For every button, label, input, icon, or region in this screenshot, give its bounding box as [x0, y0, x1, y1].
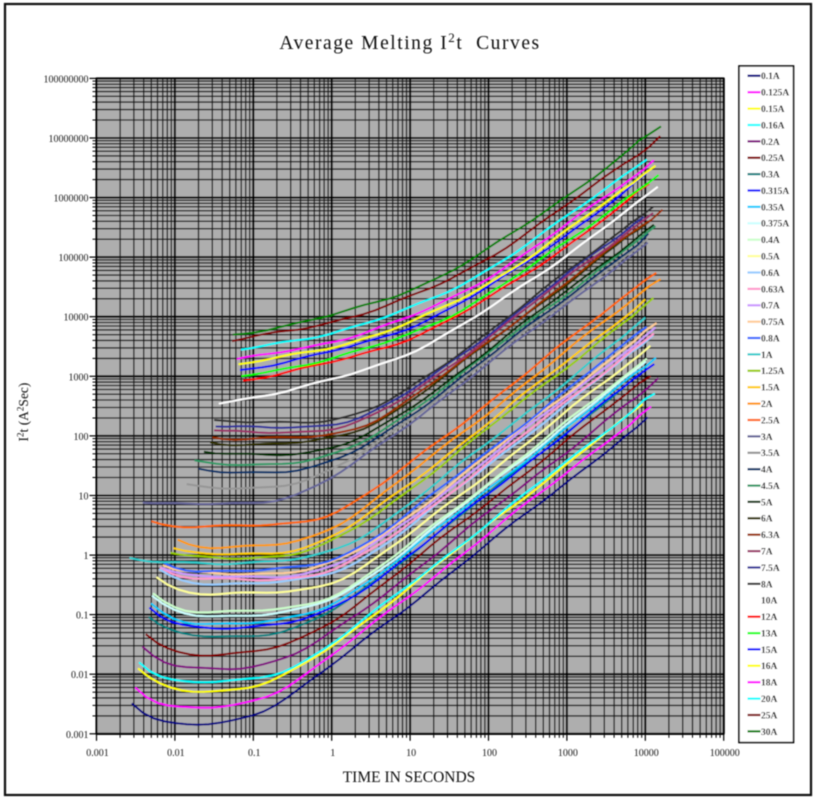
svg-text:1.5A: 1.5A: [761, 384, 780, 394]
svg-text:0.001: 0.001: [66, 730, 89, 741]
svg-text:0.1: 0.1: [76, 611, 89, 622]
svg-text:0.75A: 0.75A: [761, 318, 785, 328]
svg-text:10A: 10A: [761, 597, 778, 607]
svg-text:0.16A: 0.16A: [761, 121, 785, 131]
svg-text:10000: 10000: [64, 313, 89, 324]
svg-text:7.5A: 7.5A: [761, 564, 780, 574]
svg-text:0.01: 0.01: [71, 670, 89, 681]
svg-text:30A: 30A: [761, 728, 778, 738]
svg-text:15A: 15A: [761, 646, 778, 656]
svg-text:0.125A: 0.125A: [761, 89, 789, 99]
svg-text:100000: 100000: [59, 253, 89, 264]
svg-text:0.315A: 0.315A: [761, 187, 789, 197]
svg-text:0.6A: 0.6A: [761, 269, 780, 279]
svg-text:10000: 10000: [634, 748, 659, 759]
svg-text:1000: 1000: [69, 372, 89, 383]
svg-text:100: 100: [482, 748, 497, 759]
svg-text:0.1A: 0.1A: [761, 72, 780, 82]
svg-text:TIME IN SECONDS: TIME IN SECONDS: [343, 769, 476, 786]
svg-text:0.15A: 0.15A: [761, 105, 785, 115]
svg-text:100000000: 100000000: [44, 74, 89, 85]
svg-text:5A: 5A: [761, 498, 773, 508]
svg-text:6A: 6A: [761, 515, 773, 525]
svg-text:1.25A: 1.25A: [761, 367, 785, 377]
svg-text:100: 100: [74, 432, 89, 443]
svg-text:100000: 100000: [710, 748, 740, 759]
svg-text:16A: 16A: [761, 662, 778, 672]
svg-text:0.5A: 0.5A: [761, 253, 780, 263]
svg-text:1000000: 1000000: [54, 194, 89, 205]
svg-text:20A: 20A: [761, 695, 778, 705]
svg-text:1: 1: [330, 748, 335, 759]
svg-text:0.01: 0.01: [167, 748, 185, 759]
svg-text:25A: 25A: [761, 711, 778, 721]
svg-text:3A: 3A: [761, 433, 773, 443]
svg-text:0.8A: 0.8A: [761, 334, 780, 344]
svg-text:6.3A: 6.3A: [761, 531, 780, 541]
svg-text:0.63A: 0.63A: [761, 285, 785, 295]
svg-text:2.5A: 2.5A: [761, 416, 780, 426]
svg-text:0.1: 0.1: [248, 748, 261, 759]
svg-text:3.5A: 3.5A: [761, 449, 780, 459]
svg-text:10000000: 10000000: [49, 134, 89, 145]
svg-text:1: 1: [84, 551, 89, 562]
svg-text:0.2A: 0.2A: [761, 138, 780, 148]
svg-text:4A: 4A: [761, 466, 773, 476]
svg-text:7A: 7A: [761, 548, 773, 558]
svg-text:18A: 18A: [761, 679, 778, 689]
svg-text:8A: 8A: [761, 580, 773, 590]
svg-text:12A: 12A: [761, 613, 778, 623]
svg-text:0.25A: 0.25A: [761, 154, 785, 164]
svg-text:0.7A: 0.7A: [761, 302, 780, 312]
svg-text:10: 10: [406, 748, 416, 759]
svg-text:0.001: 0.001: [86, 748, 109, 759]
svg-text:0.3A: 0.3A: [761, 171, 780, 181]
svg-text:0.4A: 0.4A: [761, 236, 780, 246]
svg-text:4.5A: 4.5A: [761, 482, 780, 492]
svg-text:1000: 1000: [558, 748, 578, 759]
svg-text:10: 10: [79, 492, 89, 503]
svg-text:0.35A: 0.35A: [761, 203, 785, 213]
svg-text:2A: 2A: [761, 400, 773, 410]
svg-text:Average Melting I2t Curves: Average Melting I2t Curves: [279, 30, 540, 54]
svg-text:I2t (A2Sec): I2t (A2Sec): [16, 383, 32, 442]
svg-text:1A: 1A: [761, 351, 773, 361]
svg-text:0.375A: 0.375A: [761, 220, 789, 230]
svg-text:13A: 13A: [761, 630, 778, 640]
